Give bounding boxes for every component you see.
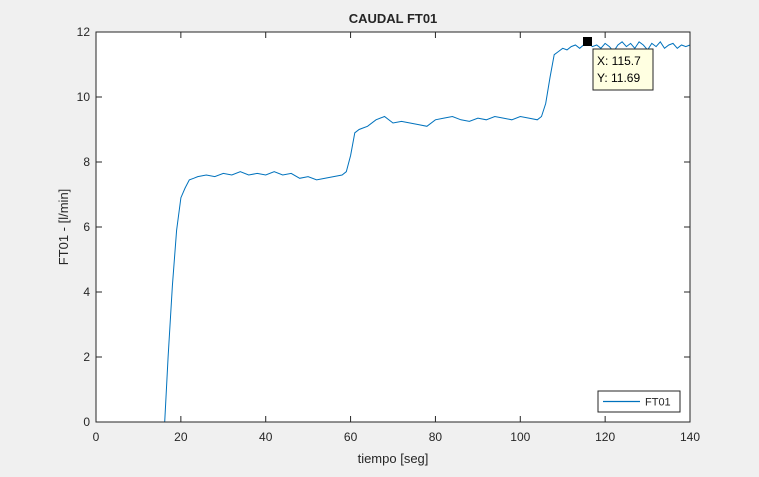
x-tick-label: 140 — [680, 430, 700, 444]
y-tick-label: 0 — [83, 415, 90, 429]
axes-background — [96, 32, 690, 422]
datatip-y-text: Y: 11.69 — [597, 71, 640, 85]
x-tick-label: 100 — [510, 430, 530, 444]
datatip-x-text: X: 115.7 — [597, 54, 641, 68]
x-tick-label: 80 — [429, 430, 443, 444]
y-tick-label: 4 — [83, 285, 90, 299]
y-tick-label: 2 — [83, 350, 90, 364]
x-tick-label: 20 — [174, 430, 188, 444]
series-layer — [96, 40, 691, 423]
series-line-ft01 — [96, 40, 691, 423]
chart-title: CAUDAL FT01 — [349, 11, 438, 26]
y-axis-label: FT01 - [l/min] — [56, 189, 71, 266]
y-tick-label: 12 — [77, 25, 91, 39]
y-tick-label: 6 — [83, 220, 90, 234]
datatip-marker[interactable] — [583, 37, 592, 46]
legend-label-ft01: FT01 — [645, 397, 671, 409]
x-tick-label: 120 — [595, 430, 615, 444]
legend[interactable]: FT01 — [597, 390, 681, 413]
x-axis-label: tiempo [seg] — [358, 451, 429, 466]
datatip[interactable]: X: 115.7 Y: 11.69 — [583, 37, 654, 91]
x-tick-label: 60 — [344, 430, 358, 444]
text-layer: 0 20 40 60 80 100 120 140 0 2 4 6 8 10 12 — [77, 25, 701, 444]
y-tick-label: 8 — [83, 155, 90, 169]
y-tick-label: 10 — [77, 90, 91, 104]
x-tick-label: 0 — [93, 430, 100, 444]
axis-layer — [95, 31, 691, 423]
x-tick-label: 40 — [259, 430, 273, 444]
datatip-box — [592, 48, 654, 91]
